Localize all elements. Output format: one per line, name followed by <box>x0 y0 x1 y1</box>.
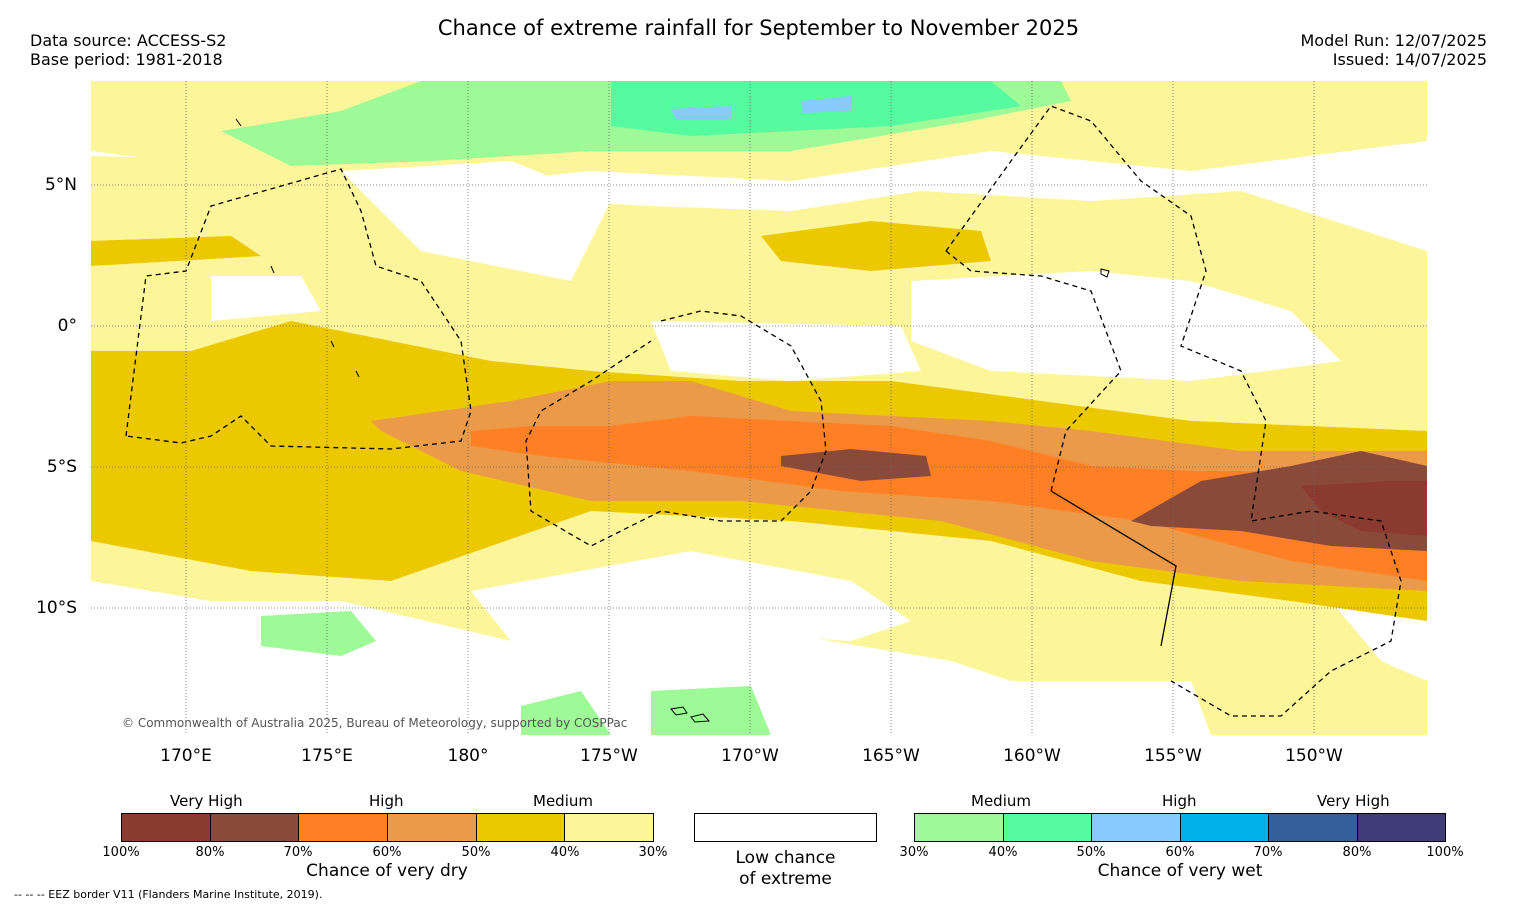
legend-tick: 70% <box>283 845 313 860</box>
model-run-label: Model Run: 12/07/2025 <box>1300 31 1488 50</box>
legend-tick: 70% <box>1253 845 1283 860</box>
legend-tick: 100% <box>1426 845 1464 860</box>
legend-wet-heading-very-high: Very High <box>1317 792 1390 810</box>
legend-tick: 40% <box>988 845 1018 860</box>
legend-tick: 30% <box>638 845 668 860</box>
legend-swatch <box>915 814 1004 841</box>
issued-label: Issued: 14/07/2025 <box>1332 50 1487 69</box>
legend-dry-heading-high: High <box>369 792 404 810</box>
lon-label: 175°W <box>580 746 638 766</box>
lon-label: 175°E <box>301 746 353 766</box>
legend-swatch <box>1180 814 1269 841</box>
legend-swatch <box>476 814 566 841</box>
legend-tick: 40% <box>550 845 580 860</box>
region-dry-50-north <box>761 221 991 271</box>
legend-dry-heading-medium: Medium <box>533 792 593 810</box>
legend-dry-caption: Chance of very dry <box>306 861 468 881</box>
legend-tick: 30% <box>899 845 929 860</box>
region-dry-100 <box>1301 481 1427 536</box>
region-wet-30-south-2 <box>521 686 771 735</box>
legend-wet-caption: Chance of very wet <box>1097 861 1263 881</box>
region-dry-80-a <box>781 449 931 481</box>
eez-footnote: -- -- -- EEZ border V11 (Flanders Marine… <box>14 888 323 901</box>
legend-tick: 50% <box>461 845 491 860</box>
rainfall-map <box>91 81 1427 735</box>
legend-tick: 100% <box>102 845 140 860</box>
map-title: Chance of extreme rainfall for September… <box>437 16 1080 40</box>
lon-label: 180° <box>447 746 489 766</box>
map-graphic <box>91 81 1427 735</box>
lon-label: 170°E <box>160 746 212 766</box>
legend-wet-heading-high: High <box>1162 792 1197 810</box>
legend-wet-colorbar <box>914 813 1446 842</box>
region-dry-70 <box>471 416 1427 581</box>
region-low-5 <box>471 551 911 641</box>
region-wet-50-north <box>671 96 851 119</box>
region-wet-30-south-1 <box>261 611 376 656</box>
legend-swatch <box>388 814 477 841</box>
lat-label: 10°S <box>36 598 77 618</box>
lat-label: 5°N <box>44 175 77 195</box>
copyright-notice: © Commonwealth of Australia 2025, Bureau… <box>122 716 628 730</box>
base-period-label: Base period: 1981-2018 <box>30 50 223 69</box>
legend-swatch <box>299 814 389 841</box>
legend-swatch <box>122 814 211 841</box>
legend-low-chance-caption-2: of extreme <box>739 869 832 889</box>
region-dry-50-west <box>91 236 261 266</box>
legend-swatch <box>210 814 300 841</box>
lon-label: 170°W <box>721 746 779 766</box>
data-source-label: Data source: ACCESS-S2 <box>30 31 227 50</box>
legend-tick: 80% <box>195 845 225 860</box>
legend-swatch <box>1357 814 1445 841</box>
legend-tick: 60% <box>372 845 402 860</box>
legend-swatch <box>1092 814 1181 841</box>
lon-label: 150°W <box>1285 746 1343 766</box>
lon-label: 165°W <box>862 746 920 766</box>
region-low-1 <box>211 276 321 321</box>
region-low-6 <box>1331 601 1427 681</box>
legend-dry-colorbar <box>121 813 654 842</box>
legend-low-chance-swatch <box>694 813 877 842</box>
boundary-solid <box>1050 490 1177 647</box>
lat-label: 5°S <box>46 457 77 477</box>
legend-low-chance-caption-1: Low chance <box>735 848 836 868</box>
islands <box>235 118 1110 723</box>
legend-tick: 60% <box>1165 845 1195 860</box>
region-low-4 <box>341 161 611 281</box>
region-low-2 <box>651 321 921 381</box>
legend-wet-heading-medium: Medium <box>971 792 1031 810</box>
graticule <box>91 81 1427 735</box>
eez-borders <box>125 105 1402 717</box>
lon-label: 155°W <box>1144 746 1202 766</box>
lon-label: 160°W <box>1003 746 1061 766</box>
lat-label: 0° <box>57 316 77 336</box>
legend-swatch <box>565 814 654 841</box>
legend-dry-heading-very-high: Very High <box>170 792 243 810</box>
legend-tick: 80% <box>1342 845 1372 860</box>
legend-tick: 50% <box>1076 845 1106 860</box>
legend-swatch <box>1269 814 1358 841</box>
legend-swatch <box>1003 814 1092 841</box>
